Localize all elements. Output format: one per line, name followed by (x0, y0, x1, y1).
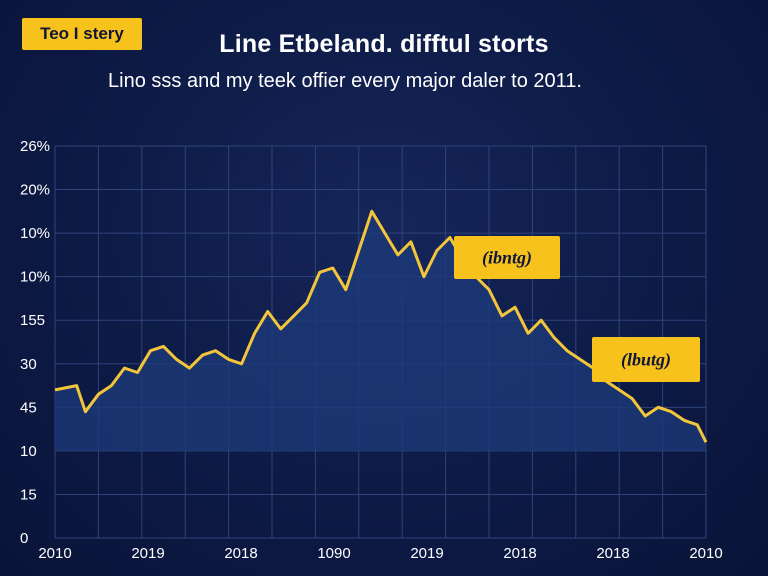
chart-area-layer (55, 211, 706, 451)
y-tick-label: 45 (20, 399, 37, 416)
y-tick-label: 10% (20, 225, 50, 242)
annotation-label: (lbutg) (621, 350, 671, 371)
annotation-box (454, 236, 560, 279)
y-tick-label: 10 (20, 443, 37, 460)
chart-annotations: (ibntg) (lbutg) (454, 236, 700, 382)
x-tick-label: 2018 (503, 545, 536, 562)
x-tick-label: 2018 (224, 545, 257, 562)
chart-title: Line Etbeland. difftul storts (219, 30, 549, 58)
x-tick-label: 2019 (131, 545, 164, 562)
y-tick-label: 20% (20, 182, 50, 199)
x-tick-label: 2010 (689, 545, 722, 562)
x-axis-ticks: 2010 2019 2018 1090 2019 2018 2018 2010 (38, 545, 722, 562)
y-tick-label: 0 (20, 530, 28, 547)
y-tick-label: 15 (20, 486, 37, 503)
x-tick-label: 2018 (596, 545, 629, 562)
y-tick-label: 26% (20, 138, 50, 155)
annotation-box (592, 337, 700, 382)
y-tick-label: 155 (20, 312, 45, 329)
y-tick-label: 10% (20, 269, 50, 286)
x-tick-label: 2010 (38, 545, 71, 562)
y-axis-ticks: 0 15 10 45 30 155 10% 10% 20% 26% (20, 138, 50, 547)
header-badge: Teo I stery (22, 18, 142, 50)
chart-subtitle: Lino sss and my teek offier every major … (108, 70, 582, 92)
y-tick-label: 30 (20, 356, 37, 373)
series-area (55, 211, 706, 451)
annotation-label: (ibntg) (482, 248, 532, 269)
x-tick-label: 2019 (410, 545, 443, 562)
x-tick-label: 1090 (317, 545, 350, 562)
